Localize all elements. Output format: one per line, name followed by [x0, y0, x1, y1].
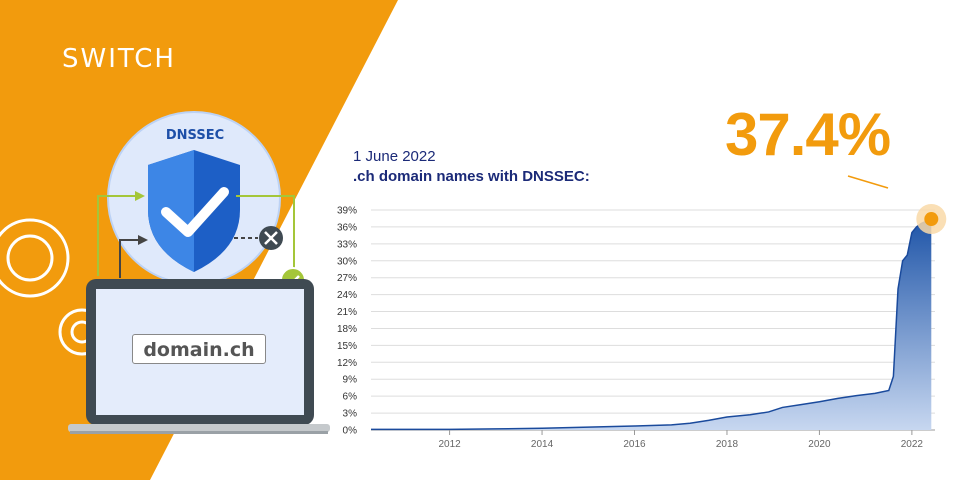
series-line — [371, 218, 932, 431]
x-tick-label: 2020 — [808, 439, 831, 450]
domain-label: domain.ch — [132, 334, 266, 364]
y-tick-label: 0% — [343, 426, 358, 437]
y-tick-label: 21% — [337, 307, 357, 318]
headline-value: 37.4% — [725, 101, 891, 168]
shield-check-icon — [148, 150, 240, 272]
y-tick-label: 39% — [337, 206, 357, 217]
y-tick-label: 12% — [337, 358, 357, 369]
y-tick-label: 27% — [337, 273, 357, 284]
chart-date: 1 June 2022 — [353, 148, 436, 165]
y-tick-label: 33% — [337, 239, 357, 250]
dnssec-illustration — [0, 111, 330, 434]
dnssec-badge-label: DNSSEC — [165, 128, 225, 143]
y-tick-label: 15% — [337, 341, 357, 352]
x-tick-label: 2016 — [623, 439, 646, 450]
close-circle-icon — [259, 226, 283, 250]
y-tick-label: 30% — [337, 256, 357, 267]
highlight-point — [924, 212, 939, 227]
y-tick-label: 24% — [337, 290, 357, 301]
y-tick-label: 36% — [337, 222, 357, 233]
x-tick-label: 2012 — [438, 439, 461, 450]
series-area — [371, 219, 932, 430]
y-tick-label: 9% — [343, 375, 358, 386]
callout-line — [847, 175, 889, 189]
switch-logo: SWITCH — [62, 44, 176, 74]
x-tick-label: 2018 — [716, 439, 739, 450]
chart-subtitle: .ch domain names with DNSSEC: — [353, 168, 590, 185]
y-tick-label: 18% — [337, 324, 357, 335]
x-tick-label: 2022 — [901, 439, 924, 450]
y-tick-label: 3% — [343, 409, 358, 420]
x-tick-label: 2014 — [531, 439, 554, 450]
y-tick-label: 6% — [343, 392, 358, 403]
